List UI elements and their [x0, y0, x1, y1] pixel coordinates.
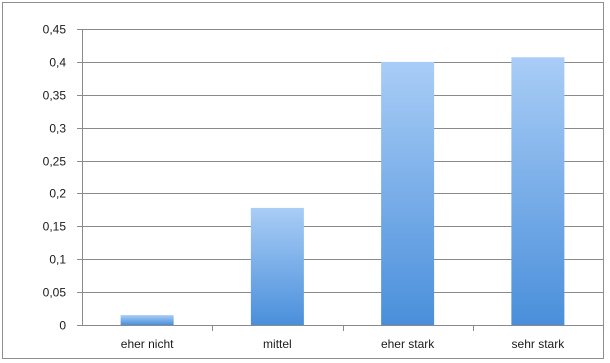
- x-category-label: eher nicht: [121, 337, 174, 351]
- axes: [77, 29, 604, 331]
- x-category-label: eher stark: [381, 337, 435, 351]
- labels: 0 0,05 0,1 0,15 0,2 0,25 0,3 0,35 0,4 0,45 eher ni…: [43, 23, 566, 352]
- y-tick-label: 0,1: [49, 253, 66, 267]
- y-tick-label: 0,3: [49, 122, 66, 136]
- y-tick-label: 0,4: [49, 56, 66, 70]
- bar-1: [250, 207, 304, 325]
- x-category-label: mittel: [263, 337, 292, 351]
- y-tick-label: 0,35: [43, 89, 67, 103]
- bar-3: [511, 57, 565, 325]
- y-tick-label: 0: [59, 319, 66, 333]
- y-tick-label: 0,45: [43, 23, 67, 37]
- x-category-label: sehr stark: [512, 337, 566, 351]
- y-tick-label: 0,2: [49, 187, 66, 201]
- bar-0: [120, 315, 174, 325]
- bars: [120, 57, 565, 326]
- bar-2: [381, 61, 435, 326]
- y-tick-label: 0,05: [43, 286, 67, 300]
- y-tick-label: 0,25: [43, 155, 67, 169]
- y-tick-label: 0,15: [43, 220, 67, 234]
